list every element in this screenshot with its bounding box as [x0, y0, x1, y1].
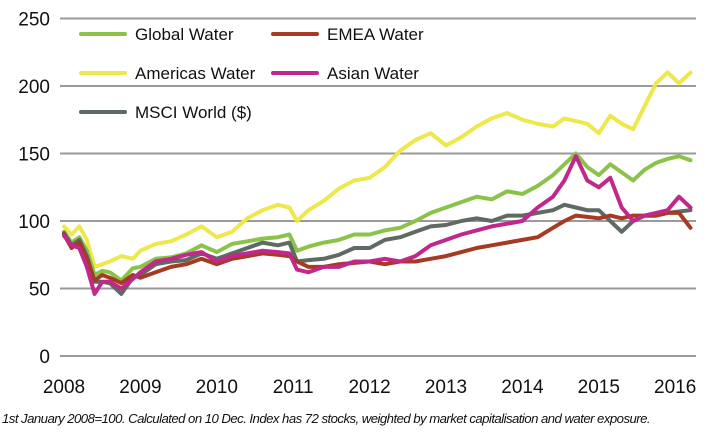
x-tick-label: 2009: [119, 377, 161, 398]
legend-label: Americas Water: [135, 64, 256, 83]
x-tick-label: 2010: [196, 377, 238, 398]
legend-label: Global Water: [135, 25, 234, 44]
series-americas-water: [62, 70, 693, 269]
series-lines: [62, 70, 693, 296]
y-tick-label: 250: [18, 10, 50, 31]
x-tick-label: 2012: [348, 377, 390, 398]
x-tick-label: 2011: [273, 377, 314, 398]
series-asian-water: [62, 154, 693, 296]
y-tick-label: 0: [39, 347, 50, 368]
y-tick-label: 100: [18, 212, 50, 233]
y-tick-label: 200: [18, 77, 50, 98]
legend: Global Water EMEA Water Americas Water Asia…: [79, 25, 424, 122]
series-global-water: [62, 151, 693, 283]
y-tick-label: 150: [18, 145, 50, 166]
y-tick-label: 50: [29, 280, 50, 301]
x-axis-ticks: 2008 2009 2010 2011 2012 2013 2014 2015 2016: [43, 377, 696, 398]
x-tick-label: 2015: [578, 377, 620, 398]
x-tick-label: 2008: [43, 377, 85, 398]
gridlines: [60, 17, 696, 357]
x-tick-label: 2013: [425, 377, 467, 398]
series-emea-water: [62, 210, 693, 286]
x-tick-label: 2014: [501, 377, 544, 398]
legend-label: Asian Water: [327, 64, 419, 83]
legend-label: EMEA Water: [327, 25, 424, 44]
footnote: 1st January 2008=100. Calculated on 10 D…: [2, 411, 651, 426]
y-axis-ticks: 0 50 100 150 200 250: [18, 10, 50, 369]
x-tick-label: 2016: [654, 377, 696, 398]
legend-label: MSCI World ($): [135, 103, 252, 122]
